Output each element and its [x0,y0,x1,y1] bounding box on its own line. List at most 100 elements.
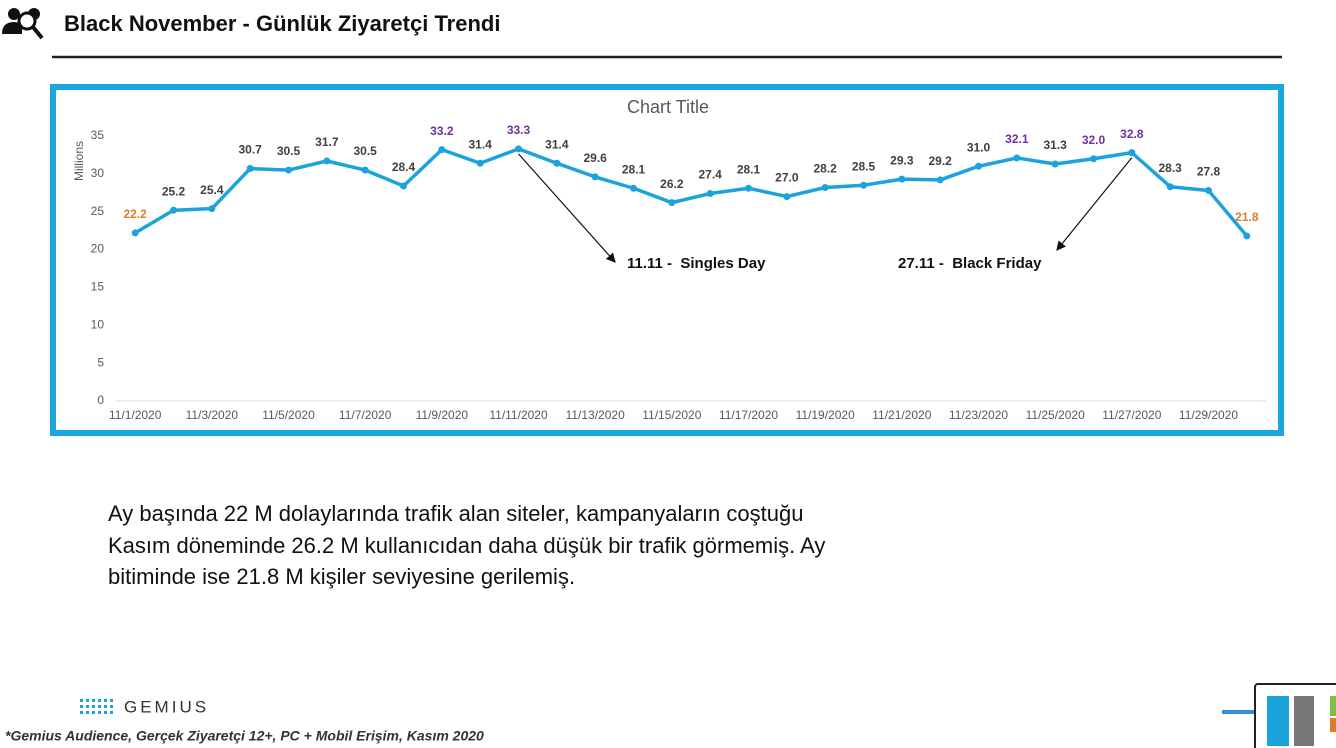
x-tick-label: 11/17/2020 [719,408,778,422]
data-label: 27.4 [698,168,722,182]
x-tick-label: 11/15/2020 [642,408,701,422]
marker [1205,187,1212,195]
x-tick-label: 11/7/2020 [339,408,392,422]
data-label: 32.1 [1005,132,1029,146]
y-tick-label: 10 [91,317,105,331]
marker [246,165,254,173]
x-tick-label: 11/5/2020 [262,408,315,422]
marker [131,229,139,237]
data-label: 29.3 [890,153,914,167]
y-tick-label: 30 [91,166,105,180]
data-label: 25.4 [200,183,224,197]
body-line: Ay başında 22 M dolaylarında trafik alan… [108,501,803,526]
data-label: 31.4 [545,137,569,151]
x-tick-label: 11/19/2020 [796,408,855,422]
plot: 0 5 10 15 20 25 30 35 11/1/2020 11/3/2020 11/5/202… [91,123,1266,422]
data-label: 32.8 [1120,127,1144,141]
line [134,147,1249,238]
data-label: 27.8 [1197,165,1221,179]
data-label: 28.1 [737,162,761,176]
data-label: 30.5 [353,144,377,158]
data-label: 29.6 [583,151,607,165]
data-label: 21.8 [1235,210,1259,224]
marker [783,193,791,201]
chart-title: Chart Title [627,97,709,117]
marker [476,159,484,167]
marker [860,181,867,189]
x-tick-label: 11/25/2020 [1026,408,1085,422]
y-tick-label: 15 [91,280,105,294]
marker [400,182,407,190]
marker [515,145,522,153]
marker [706,190,714,198]
data-label: 31.0 [967,140,991,154]
x-tick-label: 11/23/2020 [949,408,1008,422]
y-tick-label: 20 [91,242,105,256]
data-label: 31.3 [1043,138,1067,152]
body-line: Kasım döneminde 26.2 M kullanıcıdan daha… [108,533,825,558]
marker [1128,149,1136,157]
footnote: *Gemius Audience, Gerçek Ziyaretçi 12+, … [5,728,484,744]
marker [630,184,637,192]
logo-text: GEMIUS [124,697,209,716]
marker [323,157,331,165]
data-label: 28.5 [852,159,876,173]
y-tick-label: 0 [97,393,104,407]
marker [1013,154,1021,162]
x-tick-label: 11/11/2020 [489,408,548,422]
marker [1051,160,1059,168]
header-icon [2,8,44,40]
x-tick-label: 11/1/2020 [109,408,162,422]
y-tick-label: 35 [91,128,105,142]
data-label: 28.2 [813,162,837,176]
data-label: 30.5 [277,144,301,158]
data-label: 28.3 [1158,161,1182,175]
x-tick-label: 11/9/2020 [416,408,469,422]
marker [591,173,599,181]
data-label: 31.7 [315,135,339,149]
marker [208,205,216,213]
chart-frame [50,84,1284,436]
page-title: Black November - Günlük Ziyaretçi Trendi [64,11,500,36]
y-tick-label: 5 [97,355,104,369]
marker [1166,183,1174,191]
marker [1243,232,1251,240]
data-label: 31.4 [468,137,492,151]
marker [745,184,752,192]
marker [821,183,829,191]
x-tick-label: 11/3/2020 [186,408,239,422]
annotation-arrow [1056,157,1133,251]
thumbnail [1254,683,1336,748]
marker [975,162,982,170]
marker [668,199,676,207]
marker [361,166,369,174]
marker [285,166,292,174]
marker [438,146,446,154]
annotation: 27.11 - Black Friday [898,255,1042,272]
marker [1090,155,1097,163]
data-label: 22.2 [123,207,147,221]
marker [936,176,944,184]
x-tick-label: 11/29/2020 [1179,408,1238,422]
x-tick-label: 11/27/2020 [1102,408,1161,422]
x-tick-label: 11/21/2020 [872,408,931,422]
data-label: 29.2 [928,154,952,168]
x-tick-label: 11/13/2020 [566,408,625,422]
data-label: 27.0 [775,171,799,185]
annotation-arrow [518,153,616,263]
data-label: 26.2 [660,177,684,191]
logo-dots [80,699,113,714]
data-label: 25.2 [162,184,186,198]
data-label: 33.2 [430,124,454,138]
data-label: 30.7 [238,143,262,157]
marker [898,175,906,183]
data-label: 32.0 [1082,133,1106,147]
data-label: 28.4 [392,160,416,174]
y-axis-label: Millions [72,141,86,181]
body-line: bitiminde ise 21.8 M kişiler seviyesine … [108,564,575,589]
data-label: 28.1 [622,162,646,176]
annotation: 11.11 - Singles Day [627,255,766,272]
marker [553,159,561,167]
marker [170,206,177,214]
